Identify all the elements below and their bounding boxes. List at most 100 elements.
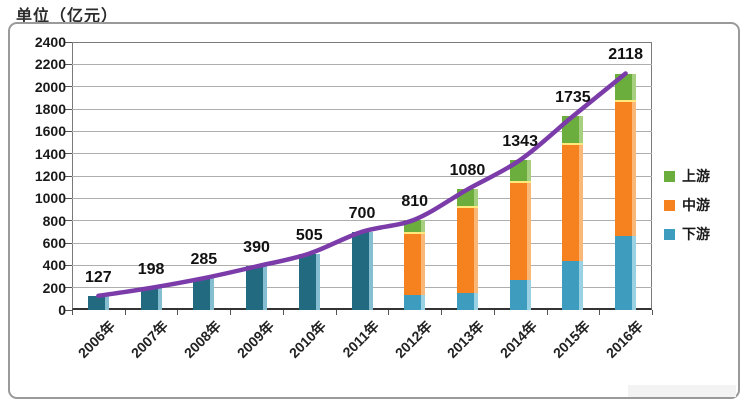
- gridline-1400: [72, 153, 652, 155]
- y-tick-label-400: 400: [42, 257, 66, 274]
- bar-segment-total: [298, 253, 320, 310]
- bar-segment-total: [351, 231, 373, 310]
- y-tick-1600: [65, 130, 72, 132]
- segment-separator: [404, 231, 426, 234]
- y-tick-0: [65, 309, 72, 311]
- y-tick-label-2200: 2200: [34, 56, 66, 73]
- y-tick-400: [65, 264, 72, 266]
- bar-2016年: [615, 73, 637, 310]
- x-tick-8: [493, 310, 495, 315]
- data-label-2013年: 1080: [449, 162, 486, 180]
- gridline-1000: [72, 197, 652, 199]
- bar-segment-total: [193, 278, 215, 310]
- x-tick-7: [441, 310, 443, 315]
- data-label-2009年: 390: [243, 239, 270, 257]
- x-tick-3: [230, 310, 232, 315]
- legend-label: 下游: [682, 226, 710, 242]
- y-tick-2400: [65, 41, 72, 43]
- bar-2006年: [87, 295, 109, 310]
- y-tick-label-200: 200: [42, 279, 66, 296]
- gridline-1800: [72, 108, 652, 110]
- data-label-2016年: 2118: [608, 46, 643, 64]
- bar-2012年: [404, 219, 426, 310]
- y-tick-label-1800: 1800: [34, 101, 66, 117]
- x-tick-5: [335, 310, 337, 315]
- bar-2010年: [298, 253, 320, 310]
- legend-swatch-icon: [664, 228, 675, 240]
- y-tick-2200: [65, 63, 72, 65]
- data-label-2015年: 1735: [555, 89, 591, 107]
- data-label-2010年: 505: [295, 226, 323, 244]
- gridline-1200: [72, 175, 652, 177]
- x-tick-6: [388, 310, 390, 315]
- y-tick-1200: [65, 175, 72, 177]
- bar-2014年: [509, 160, 531, 310]
- gridline-2200: [72, 63, 652, 65]
- x-tick-4: [282, 310, 284, 315]
- x-tick-0: [72, 310, 73, 315]
- legend-item-上游: 上游: [664, 168, 710, 184]
- data-label-2008年: 285: [190, 251, 218, 269]
- bar-2011年: [351, 231, 373, 310]
- total-line: [96, 71, 628, 299]
- y-tick-label-2000: 2000: [34, 78, 66, 95]
- legend-label: 上游: [682, 168, 710, 184]
- data-label-2014年: 1343: [502, 133, 538, 151]
- segment-separator: [509, 181, 531, 184]
- gridline-2000: [72, 86, 652, 88]
- gridline-1600: [72, 130, 652, 132]
- bar-2008年: [193, 278, 215, 310]
- y-tick-label-1200: 1200: [34, 168, 66, 184]
- bar-segment-midstream: [456, 208, 478, 293]
- y-tick-1800: [65, 108, 72, 110]
- bar-segment-total: [87, 295, 109, 310]
- bar-2007年: [140, 287, 162, 310]
- bar-2009年: [246, 266, 268, 310]
- bar-segment-midstream: [404, 233, 426, 296]
- x-tick-11: [652, 310, 653, 315]
- bar-segment-total: [246, 266, 268, 310]
- legend: 上游 中游 下游: [664, 168, 710, 255]
- y-tick-label-2400: 2400: [34, 34, 66, 50]
- data-label-2006年: 127: [85, 268, 112, 286]
- data-label-2012年: 810: [401, 192, 429, 210]
- chart-unit-label: 单位（亿元）: [16, 8, 119, 25]
- bar-segment-downstream: [615, 235, 637, 310]
- total-line-path: [96, 71, 628, 299]
- legend-item-下游: 下游: [664, 226, 710, 242]
- y-tick-2000: [65, 86, 72, 88]
- watermark-area: [628, 385, 736, 397]
- y-tick-800: [65, 220, 72, 222]
- x-tick-1: [124, 310, 126, 315]
- x-tick-9: [546, 310, 548, 315]
- x-tick-10: [599, 310, 601, 315]
- y-tick-1000: [65, 197, 72, 199]
- bar-segment-downstream: [404, 295, 426, 310]
- bar-segment-downstream: [509, 279, 531, 310]
- x-tick-2: [177, 310, 179, 315]
- bar-segment-downstream: [562, 261, 584, 310]
- legend-label: 中游: [682, 197, 710, 213]
- bar-segment-midstream: [562, 145, 584, 262]
- y-tick-label-1600: 1600: [34, 123, 66, 140]
- y-tick-600: [65, 242, 72, 244]
- segment-separator: [456, 206, 478, 209]
- bar-segment-downstream: [456, 292, 478, 310]
- bar-segment-total: [140, 287, 162, 310]
- y-tick-label-0: 0: [58, 302, 66, 318]
- segment-separator: [615, 100, 637, 103]
- gridline-800: [72, 220, 652, 222]
- y-tick-1400: [65, 153, 72, 155]
- y-tick-label-1000: 1000: [34, 190, 66, 207]
- y-tick-200: [65, 287, 72, 289]
- y-tick-label-1400: 1400: [34, 145, 66, 162]
- legend-swatch-icon: [664, 170, 675, 182]
- y-tick-label-600: 600: [42, 235, 66, 251]
- data-label-2011年: 700: [348, 204, 376, 222]
- data-label-2007年: 198: [137, 260, 165, 278]
- legend-item-中游: 中游: [664, 197, 710, 213]
- bar-segment-midstream: [509, 183, 531, 280]
- legend-swatch-icon: [664, 199, 675, 211]
- y-tick-label-800: 800: [42, 212, 66, 229]
